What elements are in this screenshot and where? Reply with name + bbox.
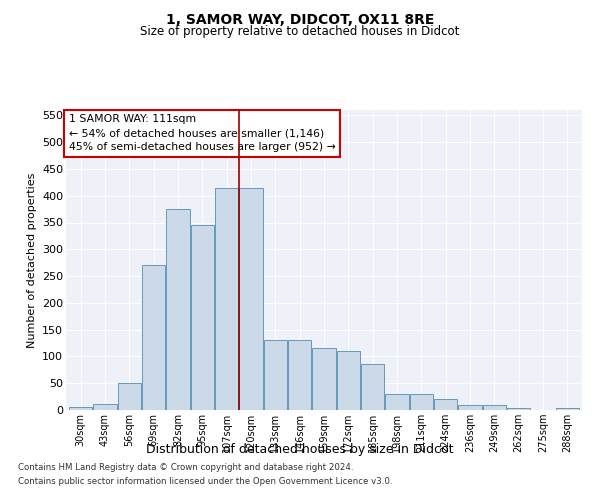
Bar [166,209,190,410]
Y-axis label: Number of detached properties: Number of detached properties [26,172,37,348]
Bar [385,394,409,410]
Bar [410,394,433,410]
Bar [215,188,238,410]
Bar [337,351,360,410]
Bar [69,408,92,410]
Bar [142,266,165,410]
Bar [361,364,384,410]
Bar [556,408,579,410]
Text: Distribution of detached houses by size in Didcot: Distribution of detached houses by size … [146,442,454,456]
Bar [507,408,530,410]
Bar [264,340,287,410]
Bar [239,188,263,410]
Text: Contains public sector information licensed under the Open Government Licence v3: Contains public sector information licen… [18,477,392,486]
Bar [434,400,457,410]
Text: Contains HM Land Registry data © Crown copyright and database right 2024.: Contains HM Land Registry data © Crown c… [18,464,353,472]
Bar [118,383,141,410]
Bar [313,348,335,410]
Bar [191,225,214,410]
Bar [94,404,116,410]
Bar [288,340,311,410]
Bar [458,404,482,410]
Text: 1 SAMOR WAY: 111sqm
← 54% of detached houses are smaller (1,146)
45% of semi-det: 1 SAMOR WAY: 111sqm ← 54% of detached ho… [68,114,335,152]
Bar [483,404,506,410]
Text: 1, SAMOR WAY, DIDCOT, OX11 8RE: 1, SAMOR WAY, DIDCOT, OX11 8RE [166,12,434,26]
Text: Size of property relative to detached houses in Didcot: Size of property relative to detached ho… [140,25,460,38]
